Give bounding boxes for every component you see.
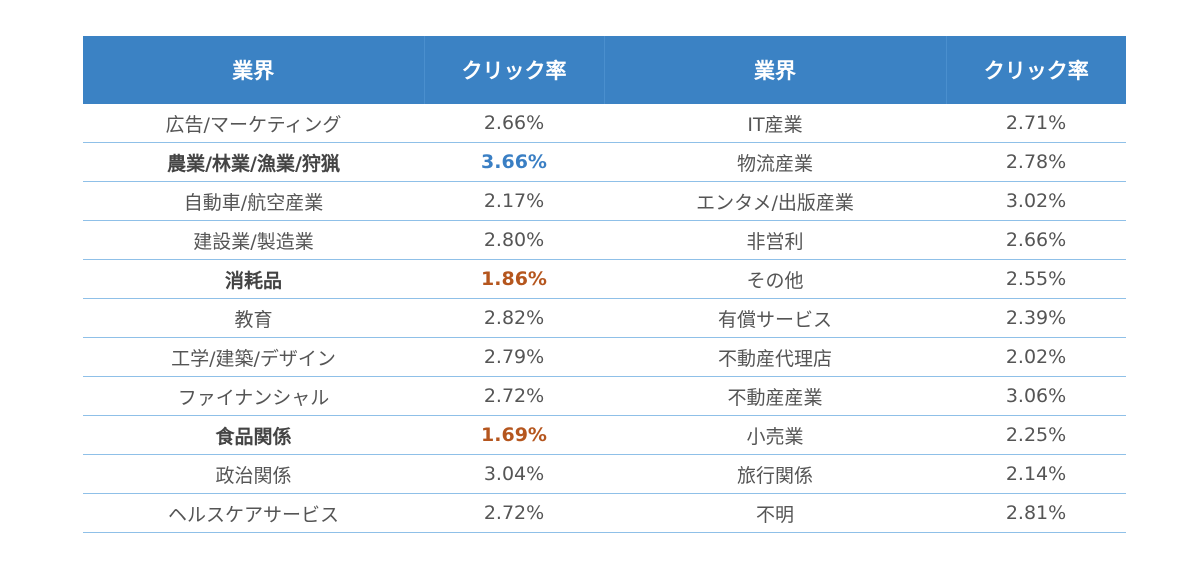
table-row: 工学/建築/デザイン 2.79% 不動産代理店 2.02% xyxy=(83,337,1126,377)
left-ctr-cell-highlight-low: 1.86% xyxy=(424,259,604,299)
right-industry-cell: 物流産業 xyxy=(604,142,946,182)
table-header: 業界 クリック率 業界 クリック率 xyxy=(83,36,1126,104)
right-ctr-cell: 2.25% xyxy=(946,415,1126,455)
left-ctr-cell-highlight-high: 3.66% xyxy=(424,142,604,182)
left-industry-cell: 工学/建築/デザイン xyxy=(83,337,424,377)
right-industry-cell: 旅行関係 xyxy=(604,454,946,494)
left-ctr-cell: 2.82% xyxy=(424,298,604,338)
left-industry-cell: 農業/林業/漁業/狩猟 xyxy=(83,142,424,182)
left-ctr-cell: 2.17% xyxy=(424,181,604,221)
header-industry-left: 業界 xyxy=(83,36,425,104)
table-row: 広告/マーケティング 2.66% IT産業 2.71% xyxy=(83,104,1126,143)
right-industry-cell: その他 xyxy=(604,259,946,299)
table-row: 建設業/製造業 2.80% 非営利 2.66% xyxy=(83,220,1126,260)
right-ctr-cell: 2.78% xyxy=(946,142,1126,182)
left-ctr-cell: 2.66% xyxy=(424,104,604,143)
left-industry-cell: 食品関係 xyxy=(83,415,424,455)
left-ctr-cell: 2.72% xyxy=(424,493,604,533)
left-ctr-cell: 2.79% xyxy=(424,337,604,377)
header-industry-right: 業界 xyxy=(604,36,947,104)
right-industry-cell: 不明 xyxy=(604,493,946,533)
right-ctr-cell: 2.55% xyxy=(946,259,1126,299)
header-ctr-right: クリック率 xyxy=(946,36,1126,104)
table-row: 自動車/航空産業 2.17% エンタメ/出版産業 3.02% xyxy=(83,181,1126,221)
right-industry-cell: 非営利 xyxy=(604,220,946,260)
right-industry-cell: 不動産産業 xyxy=(604,376,946,416)
left-industry-cell: ファイナンシャル xyxy=(83,376,424,416)
ctr-table-container: 業界 クリック率 業界 クリック率 広告/マーケティング 2.66% IT産業 … xyxy=(83,36,1126,533)
left-industry-cell: 教育 xyxy=(83,298,424,338)
left-industry-cell: 消耗品 xyxy=(83,259,424,299)
header-row: 業界 クリック率 業界 クリック率 xyxy=(83,36,1126,104)
right-industry-cell: 有償サービス xyxy=(604,298,946,338)
table-row: 農業/林業/漁業/狩猟 3.66% 物流産業 2.78% xyxy=(83,142,1126,182)
header-ctr-left: クリック率 xyxy=(424,36,605,104)
left-ctr-cell: 2.72% xyxy=(424,376,604,416)
left-ctr-cell: 2.80% xyxy=(424,220,604,260)
table-body: 広告/マーケティング 2.66% IT産業 2.71% 農業/林業/漁業/狩猟 … xyxy=(83,104,1126,533)
right-industry-cell: 小売業 xyxy=(604,415,946,455)
table-row: ヘルスケアサービス 2.72% 不明 2.81% xyxy=(83,493,1126,533)
table-row: ファイナンシャル 2.72% 不動産産業 3.06% xyxy=(83,376,1126,416)
right-ctr-cell: 3.02% xyxy=(946,181,1126,221)
table-row: 政治関係 3.04% 旅行関係 2.14% xyxy=(83,454,1126,494)
ctr-table: 業界 クリック率 業界 クリック率 広告/マーケティング 2.66% IT産業 … xyxy=(83,36,1126,533)
right-ctr-cell: 2.81% xyxy=(946,493,1126,533)
left-industry-cell: ヘルスケアサービス xyxy=(83,493,424,533)
right-ctr-cell: 2.14% xyxy=(946,454,1126,494)
left-ctr-cell-highlight-low: 1.69% xyxy=(424,415,604,455)
left-industry-cell: 建設業/製造業 xyxy=(83,220,424,260)
left-ctr-cell: 3.04% xyxy=(424,454,604,494)
right-industry-cell: 不動産代理店 xyxy=(604,337,946,377)
right-ctr-cell: 2.02% xyxy=(946,337,1126,377)
right-industry-cell: IT産業 xyxy=(604,104,946,143)
table-row: 消耗品 1.86% その他 2.55% xyxy=(83,259,1126,299)
left-industry-cell: 広告/マーケティング xyxy=(83,104,424,143)
right-industry-cell: エンタメ/出版産業 xyxy=(604,181,946,221)
right-ctr-cell: 3.06% xyxy=(946,376,1126,416)
left-industry-cell: 自動車/航空産業 xyxy=(83,181,424,221)
left-industry-cell: 政治関係 xyxy=(83,454,424,494)
table-row: 教育 2.82% 有償サービス 2.39% xyxy=(83,298,1126,338)
right-ctr-cell: 2.66% xyxy=(946,220,1126,260)
right-ctr-cell: 2.71% xyxy=(946,104,1126,143)
right-ctr-cell: 2.39% xyxy=(946,298,1126,338)
table-row: 食品関係 1.69% 小売業 2.25% xyxy=(83,415,1126,455)
